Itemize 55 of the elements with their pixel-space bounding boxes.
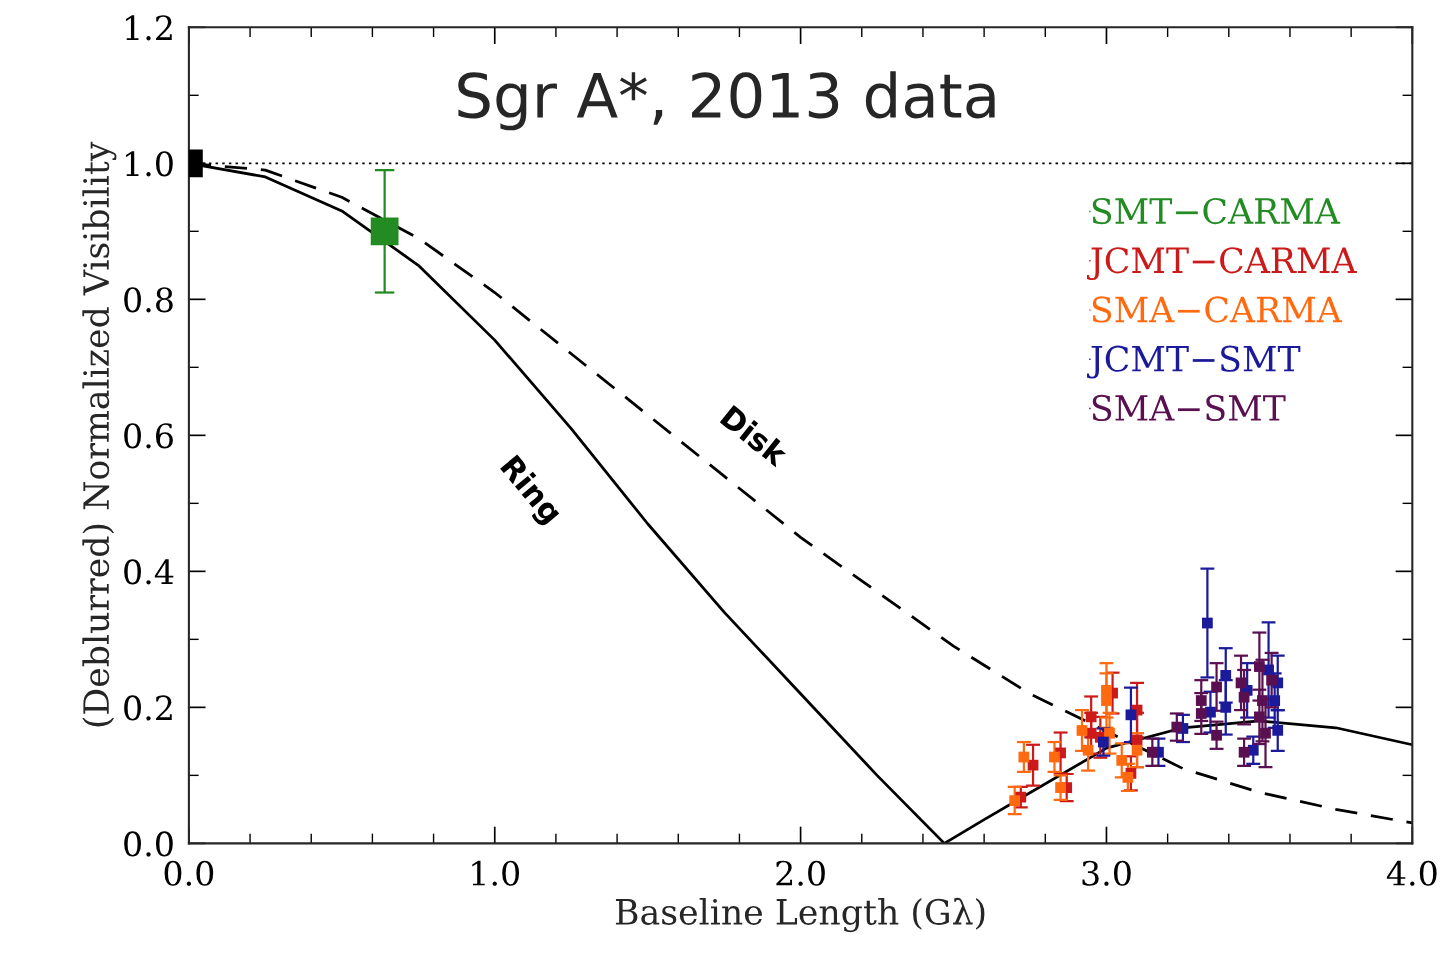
point (1085, 711, 1097, 723)
point (1101, 695, 1112, 706)
x-tick-label: 1.0 (472, 860, 520, 886)
x-tick-label: 0.0 (164, 860, 214, 886)
y-tick-label: 0.0 (124, 831, 173, 857)
point (1027, 759, 1039, 771)
point (1131, 744, 1143, 756)
point (1098, 736, 1109, 748)
point (1101, 684, 1112, 696)
point (1202, 617, 1213, 629)
legend-label: SMA−SMT (1092, 394, 1286, 422)
point (1269, 695, 1281, 706)
x-tick-label: 2.0 (776, 860, 825, 886)
x-tick-label: 4.0 (1386, 860, 1437, 886)
y-tick-label: 0.6 (124, 423, 173, 449)
y-tick-label: 0.2 (124, 695, 172, 721)
point (1220, 670, 1232, 681)
point (1125, 709, 1137, 721)
point (1238, 691, 1250, 703)
point (1195, 695, 1207, 706)
x-tick-label: 3.0 (1082, 860, 1131, 886)
point (1122, 772, 1134, 783)
point (1266, 674, 1277, 686)
y-tick-label: 0.4 (124, 559, 174, 585)
point (1195, 708, 1207, 719)
point (1055, 782, 1066, 793)
y-tick-label: 0.8 (124, 287, 173, 313)
legend-label: SMT−CARMA (1092, 197, 1341, 225)
y-axis-title: (Deblurred) Normalized Visibility (82, 141, 117, 727)
point (1116, 755, 1128, 766)
legend-label: JCMT−SMT (1086, 345, 1301, 379)
point (1211, 681, 1222, 693)
point (1272, 725, 1284, 736)
point (1260, 727, 1271, 739)
point (1076, 725, 1088, 736)
point (1211, 729, 1222, 741)
point (1254, 711, 1265, 723)
point (1018, 751, 1030, 763)
point (1171, 721, 1183, 733)
point (1238, 746, 1250, 758)
point (1257, 695, 1268, 706)
point (1247, 744, 1259, 756)
point (1009, 795, 1021, 806)
legend-label: JCMT−CARMA (1086, 247, 1357, 281)
x-axis-title: Baseline Length (Gλ) (615, 897, 985, 933)
point (1104, 727, 1115, 739)
point (1254, 661, 1265, 672)
text: Sgr A*, 2013 data (458, 71, 995, 131)
point (1049, 751, 1060, 763)
legend-label: SMA−CARMA (1092, 296, 1343, 323)
point (1082, 744, 1094, 756)
y-tick-label: 1.2 (126, 15, 172, 41)
point (1146, 746, 1158, 758)
y-tick-label: 1.0 (126, 151, 173, 177)
point (370, 217, 399, 246)
